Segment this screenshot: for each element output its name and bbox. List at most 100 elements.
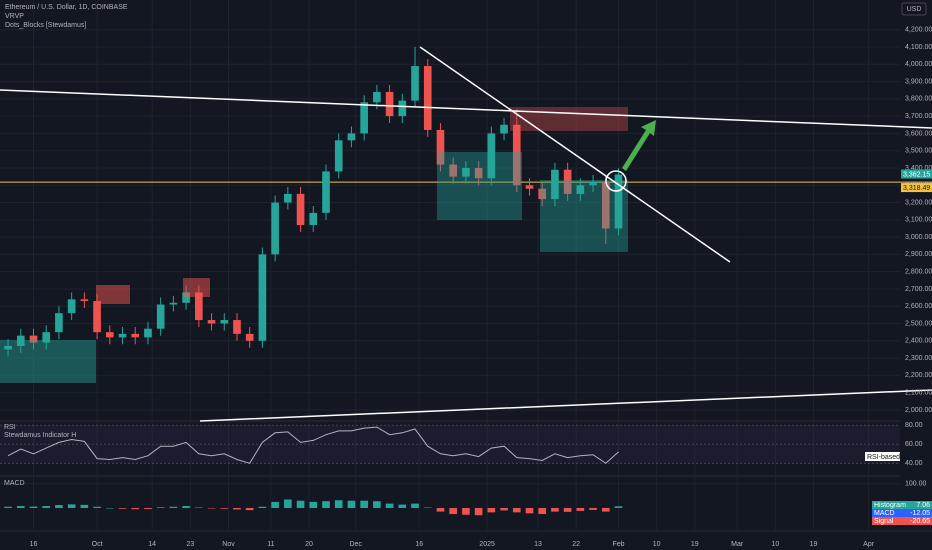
macd-histogram-bar [373,501,381,508]
candle-body [131,333,140,338]
x-tick-label: Apr [863,541,875,548]
y-tick-label: 4,100.00 [905,44,932,51]
macd-histogram-bar [474,507,483,516]
x-tick-label: 22 [572,541,580,548]
macd-histogram-bar [360,500,368,508]
x-tick-label: 20 [305,541,313,548]
candle-body [360,102,368,134]
macd-histogram-bar [80,504,89,508]
candle-body [67,299,76,314]
rsi-tick-label: 60.00 [905,441,923,448]
y-tick-label: 3,500.00 [905,148,932,155]
candle-body [284,193,292,203]
macd-histogram-bar [487,507,496,513]
macd-histogram-bar [131,507,140,510]
macd-histogram-bar [207,507,216,509]
candle-body [309,212,318,226]
level-label: 3,318.49 [903,185,930,192]
macd-histogram-bar [144,507,152,509]
y-tick-label: 3,700.00 [905,113,932,120]
macd-histogram-bar [563,507,572,512]
candle-body [525,185,534,189]
candle-body [105,332,114,338]
candle-body [258,254,267,341]
macd-legend-name: Signal [874,518,894,525]
candle-body [93,301,101,333]
macd-histogram-bar [16,506,25,508]
y-tick-label: 3,900.00 [905,78,932,85]
candle-body [347,133,356,141]
demand-zone [540,180,628,252]
macd-histogram-bar [589,507,597,510]
y-tick-label: 3,400.00 [905,165,932,172]
y-tick-label: 2,900.00 [905,251,932,258]
macd-histogram-bar [182,506,190,508]
candle-body [436,129,445,165]
macd-histogram-bar [614,506,623,508]
candle-body [334,140,343,172]
macd-histogram-bar [105,507,114,509]
candle-body [80,299,89,302]
x-tick-label: 19 [691,541,699,548]
candle-body [500,124,508,134]
y-tick-label: 4,200.00 [905,27,932,34]
macd-histogram-bar [601,507,610,512]
candle-body [16,335,25,346]
macd-legend-name: Histogram [874,502,906,509]
x-tick-label: 10 [653,541,661,548]
x-tick-label: 2025 [479,541,495,548]
y-tick-label: 4,000.00 [905,61,932,68]
x-tick-label: Nov [222,541,235,548]
macd-histogram-bar [93,506,101,508]
rsi-line [7,426,619,464]
candle-body [220,320,229,324]
y-tick-label: 3,000.00 [905,234,932,241]
candle-body [614,174,623,229]
candle-body [195,292,203,321]
macd-histogram-bar [4,506,12,508]
candle-body [423,66,432,130]
last-price-bg [901,169,932,179]
marks [0,0,932,531]
candle-body [322,171,330,213]
chart-title: Ethereum / U.S. Dollar, 1D, COINBASE [5,4,128,11]
macd-histogram-bar [55,505,63,508]
macd-histogram-bar [245,507,254,511]
macd-histogram-bar [29,506,38,508]
y-tick-label: 3,600.00 [905,130,932,137]
candle-body [385,91,394,117]
macd-histogram-bar [284,499,292,508]
demand-zone [437,152,522,220]
rsi-tick-label: 80.00 [905,422,923,429]
trendline [0,89,932,129]
candle-body [487,133,496,179]
x-tick-label: 13 [534,541,542,548]
candle-body [576,185,585,194]
candle-body [144,328,152,338]
candle-body [373,91,381,103]
candle-body [398,100,407,117]
y-tick-label: 2,000.00 [905,407,932,414]
y-tick-label: 2,400.00 [905,338,932,345]
currency-box[interactable] [901,2,927,16]
indicator-name: VRVP [5,13,24,20]
x-tick-label: 16 [30,541,38,548]
currency[interactable]: USD [907,6,922,13]
macd-histogram-bar [334,500,343,508]
price-axis-bg [900,0,932,550]
candle-body [271,202,279,255]
y-tick-label: 2,700.00 [905,286,932,293]
macd-histogram-bar [67,504,76,508]
macd-legend-value: -12.05 [910,510,930,517]
x-tick-label: Feb [612,541,624,548]
highlight-circle [605,170,627,192]
y-tick-label: 2,800.00 [905,269,932,276]
candle-body [55,313,63,333]
rsi-subtitle: Stewdamus Indicator H [4,432,76,439]
macd-histogram-bar [500,507,508,511]
arrow [622,120,656,171]
macd-histogram-bar [258,506,267,508]
candle-body [512,124,521,186]
candle-body [563,169,572,194]
